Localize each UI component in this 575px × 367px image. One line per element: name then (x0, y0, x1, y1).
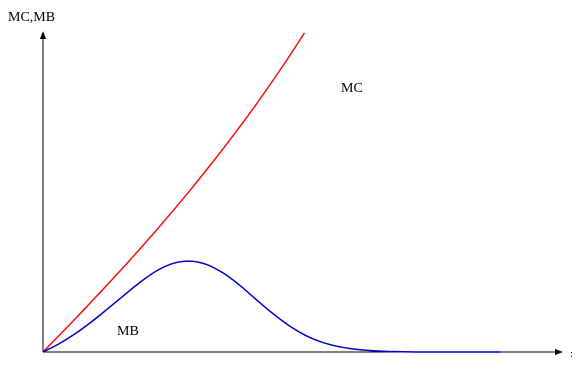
y-axis-label: MC,MB (8, 10, 55, 25)
series-line-mb (42, 260, 501, 353)
series-line-mc (42, 32, 306, 353)
series-label-mc: MC (341, 81, 363, 96)
x-axis-label: : (570, 349, 573, 360)
series-label-mb: MB (117, 324, 139, 339)
